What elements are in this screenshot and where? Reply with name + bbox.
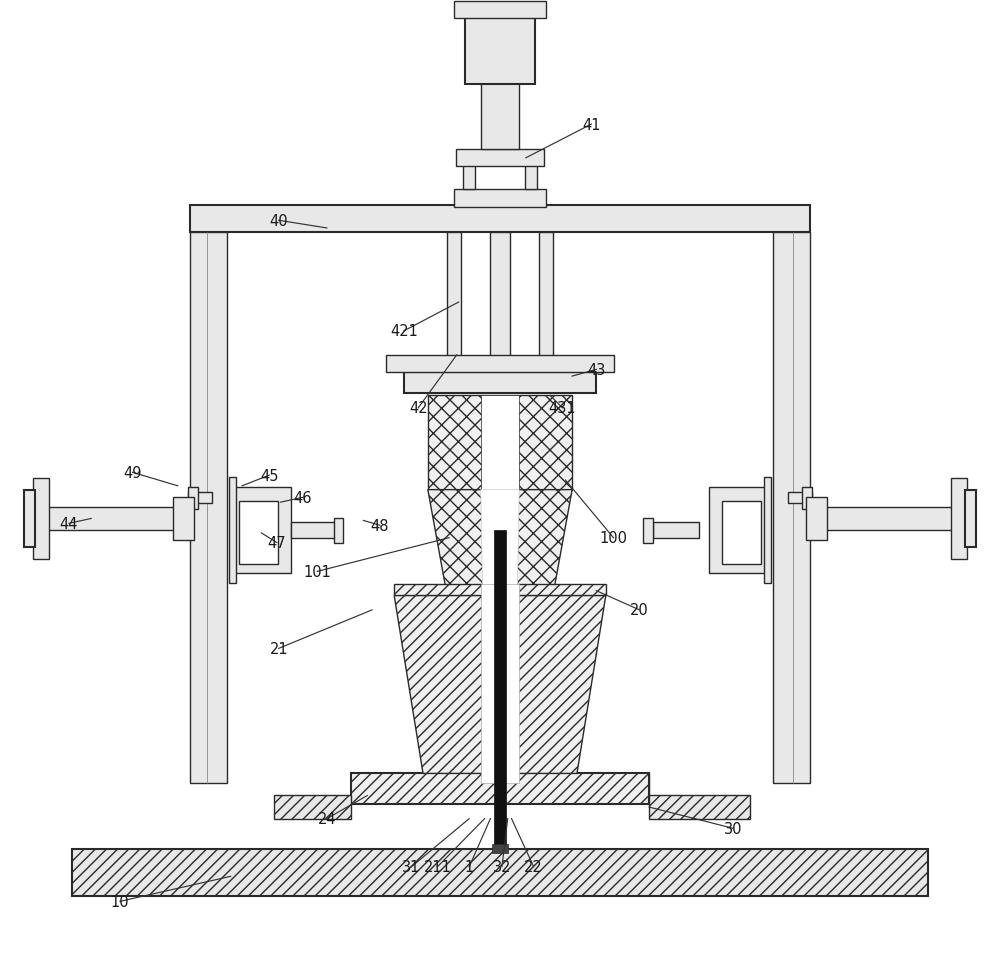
Bar (539, 233, 553, 386)
Text: 46: 46 (294, 490, 312, 505)
Bar (232, 487, 291, 574)
Bar (190, 233, 227, 783)
Bar (577, 774, 649, 801)
Bar (465, 15, 535, 85)
Bar (351, 774, 649, 804)
Text: 100: 100 (600, 530, 628, 546)
Bar (454, 2, 546, 19)
Bar (188, 492, 212, 504)
Text: 47: 47 (268, 535, 286, 551)
Bar (173, 498, 194, 540)
Bar (24, 490, 35, 548)
Bar (456, 150, 544, 167)
Bar (394, 584, 606, 596)
Text: 41: 41 (582, 117, 601, 133)
Bar (806, 498, 827, 540)
Bar (404, 373, 596, 394)
Text: 45: 45 (260, 468, 278, 483)
Bar (709, 487, 768, 574)
Text: 32: 32 (493, 859, 511, 875)
Bar (490, 233, 510, 386)
Bar (643, 518, 653, 543)
Bar (386, 356, 614, 373)
Bar (773, 233, 810, 783)
Text: 31: 31 (402, 859, 421, 875)
Polygon shape (428, 490, 572, 596)
Bar (722, 502, 761, 564)
Polygon shape (394, 596, 606, 774)
Text: 43: 43 (587, 362, 605, 378)
Text: 42: 42 (409, 401, 428, 416)
Bar (525, 166, 537, 190)
Text: 421: 421 (390, 324, 418, 339)
Bar (239, 502, 278, 564)
Text: 40: 40 (269, 213, 288, 229)
Bar (965, 490, 976, 548)
Text: 21: 21 (269, 641, 288, 656)
Bar (188, 487, 198, 509)
Polygon shape (481, 490, 519, 596)
Bar (190, 206, 810, 233)
Text: 49: 49 (123, 465, 142, 480)
Text: 211: 211 (424, 859, 451, 875)
Text: 20: 20 (630, 603, 649, 618)
Bar (653, 523, 699, 538)
Bar (649, 795, 750, 819)
Bar (229, 478, 236, 583)
Bar (788, 492, 812, 504)
Text: 1: 1 (465, 859, 474, 875)
Bar (334, 518, 343, 543)
Bar (274, 795, 351, 819)
Bar (764, 478, 771, 583)
Text: 101: 101 (303, 564, 331, 579)
Bar (481, 584, 519, 783)
Text: 24: 24 (318, 811, 336, 826)
Bar (291, 523, 337, 538)
Text: 44: 44 (60, 516, 78, 531)
Bar (810, 507, 959, 530)
Bar (492, 844, 508, 853)
Text: 431: 431 (549, 401, 576, 416)
Text: 10: 10 (111, 894, 129, 909)
Text: 48: 48 (370, 518, 389, 533)
Bar (447, 233, 461, 386)
Bar (494, 530, 506, 848)
Bar (802, 487, 812, 509)
Bar (454, 190, 546, 208)
Bar (33, 479, 49, 559)
Bar (72, 850, 928, 896)
Text: 22: 22 (524, 859, 543, 875)
Bar (351, 774, 423, 801)
Text: 30: 30 (724, 821, 742, 836)
Bar (463, 166, 475, 190)
Bar (481, 81, 519, 150)
Bar (481, 396, 519, 490)
Bar (428, 396, 572, 490)
Bar (41, 507, 190, 530)
Bar (951, 479, 967, 559)
